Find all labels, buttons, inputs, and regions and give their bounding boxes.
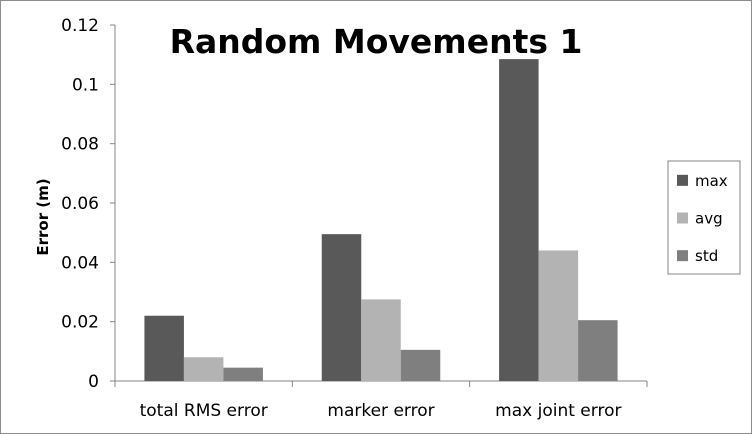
category-label: max joint error <box>495 401 621 421</box>
category-label: marker error <box>327 401 434 421</box>
y-tick-label: 0.02 <box>61 313 99 333</box>
y-tick-label: 0.04 <box>61 253 99 273</box>
legend-swatch-std <box>677 250 688 262</box>
bar-avg <box>361 299 401 381</box>
y-tick-label: 0.1 <box>72 75 99 95</box>
category-labels: total RMS error marker error max joint err… <box>140 401 622 421</box>
bar-std <box>223 367 263 381</box>
chart-title: Random Movements 1 <box>170 22 583 61</box>
legend-label-avg: avg <box>695 210 723 228</box>
legend-swatch-avg <box>677 212 688 224</box>
y-tick-label: 0 <box>88 372 99 392</box>
x-ticks <box>114 381 648 387</box>
y-tick-label: 0.12 <box>61 16 99 36</box>
bar-avg <box>538 250 579 381</box>
bars <box>144 59 618 381</box>
bar-max <box>321 234 362 381</box>
y-axis-title: Error (m) <box>34 178 52 255</box>
legend: max avg std <box>667 160 741 275</box>
y-tick-label: 0.08 <box>61 135 99 155</box>
bar-max <box>499 59 539 381</box>
legend-label-std: std <box>695 247 718 265</box>
category-label: total RMS error <box>140 401 268 421</box>
y-tick-label: 0.06 <box>61 194 99 214</box>
bar-std <box>400 349 441 381</box>
bar-std <box>578 320 618 381</box>
legend-swatch-max <box>677 174 688 186</box>
y-ticks: 0 0.02 0.04 0.06 0.08 0.1 0.12 <box>61 16 115 392</box>
bar-max <box>144 315 184 381</box>
bar-avg <box>183 357 224 381</box>
legend-label-max: max <box>695 172 728 190</box>
